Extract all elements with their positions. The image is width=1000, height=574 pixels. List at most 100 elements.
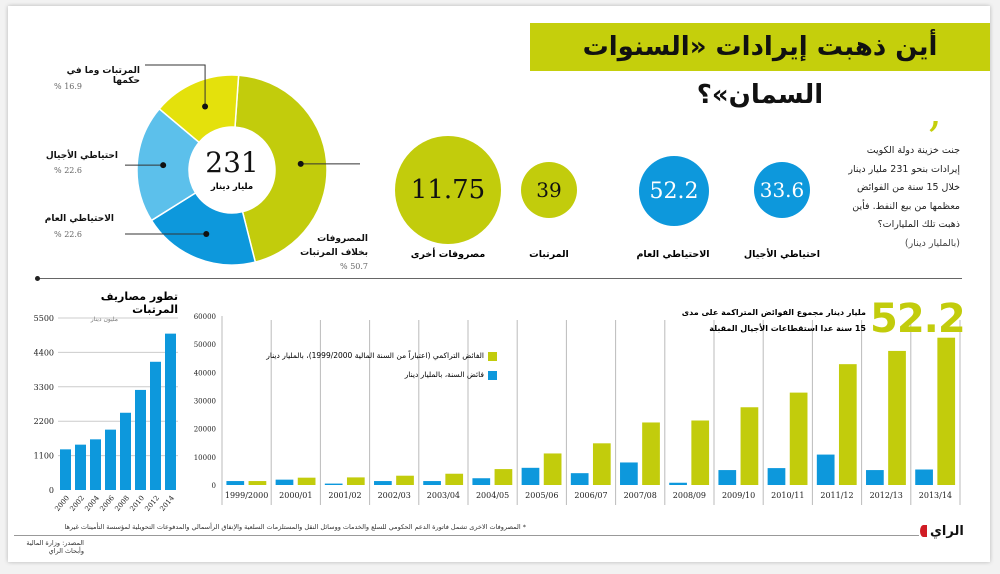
cumulative-surplus-bar — [740, 407, 759, 485]
legend-cumulative-swatch — [488, 352, 497, 361]
donut-segment — [150, 191, 257, 266]
cumulative-surplus-bar — [543, 453, 562, 485]
y-tick-label: 0 — [49, 486, 54, 495]
y-tick-label: 20000 — [194, 426, 216, 434]
footnote: * المصروفات الاخرى تشمل فاتورة الدعم الح… — [64, 523, 526, 531]
y-tick-label: 30000 — [194, 398, 216, 406]
annual-surplus-bar — [275, 479, 294, 485]
donut-segment — [136, 107, 201, 222]
donut-total: 231 — [205, 146, 259, 179]
highlight-line2: 15 سنة عدا استقطاعات الأجيال المقبلة — [709, 324, 866, 333]
donut-label-future-generations: احتياطي الأجيال — [45, 151, 118, 161]
intro-body: جنت خزينة دولة الكويت إيرادات بنحو 231 م… — [848, 145, 960, 230]
x-tick-label: 2008 — [113, 494, 131, 513]
cumulative-surplus-bar — [346, 477, 365, 485]
x-tick-label: 2000 — [53, 494, 71, 513]
footer-divider — [14, 535, 919, 536]
salary-bar — [75, 444, 86, 490]
y-tick-label: 10000 — [194, 454, 216, 462]
cumulative-surplus-bar — [248, 481, 267, 485]
y-tick-label: 2200 — [34, 417, 54, 426]
salary-bar — [165, 333, 176, 490]
salary-bar — [60, 449, 71, 490]
cumulative-surplus-bar — [838, 364, 857, 485]
y-tick-label: 0 — [212, 482, 216, 490]
bubble-label: احتياطي الأجيال — [743, 249, 821, 260]
cumulative-surplus-bar — [642, 422, 660, 485]
x-tick-label: 2003/04 — [427, 491, 460, 500]
x-tick-label: 2010 — [128, 494, 146, 513]
annual-surplus-bar — [767, 468, 786, 485]
annual-surplus-bar — [669, 482, 687, 485]
annual-surplus-bar — [324, 483, 343, 485]
bubble-other-expenses: 11.75 — [395, 136, 501, 244]
x-tick-label: 2000/01 — [279, 491, 312, 500]
y-tick-label: 40000 — [194, 369, 216, 377]
highlight-number: 52.2 — [870, 296, 966, 342]
y-tick-label: 60000 — [194, 313, 216, 321]
leader-dot — [160, 162, 167, 169]
legend-annual-swatch — [488, 371, 497, 380]
x-tick-label: 2002 — [68, 494, 86, 513]
annual-surplus-bar — [620, 462, 638, 485]
donut-total-unit: مليار دينار — [210, 182, 254, 192]
cumulative-surplus-bar — [691, 420, 710, 485]
y-axis-unit: مليون دينار — [90, 316, 118, 323]
x-tick-label: 2006 — [98, 494, 116, 513]
surplus-chart: 0 10000 20000 30000 40000 50000 60000 1999/2000… — [194, 313, 961, 505]
x-tick-label: 2007/08 — [624, 491, 657, 500]
x-tick-label: 2012/13 — [870, 491, 903, 500]
logo-text: الراي — [930, 523, 964, 539]
salary-chart: 0 1100 2200 3300 4400 5500 مليون دينار 20002002… — [34, 314, 178, 513]
cumulative-surplus-bar — [592, 443, 611, 485]
salary-bar — [120, 412, 131, 490]
donut-label-salaries: المرتبات وما في حكمها — [66, 66, 140, 86]
bubble-value: 52.2 — [649, 178, 699, 204]
donut-chart — [125, 64, 360, 266]
bubble-value: 11.75 — [410, 175, 486, 205]
intro-text: جنت خزينة دولة الكويت إيرادات بنحو 231 م… — [848, 142, 960, 253]
cumulative-surplus-bar — [494, 469, 513, 485]
donut-pct-salaries: 16.9 % — [54, 82, 82, 91]
logo-mark-icon — [920, 525, 927, 537]
annual-surplus-bar — [423, 481, 441, 485]
annual-surplus-bar — [866, 470, 884, 485]
leader-line — [145, 64, 206, 107]
bubble-value: 39 — [536, 178, 562, 202]
annual-surplus-bar — [718, 470, 737, 485]
x-tick-label: 2005/06 — [525, 491, 558, 500]
alrai-logo: الراي — [920, 520, 970, 542]
bubble-label: مصروفات أخرى — [410, 249, 486, 260]
salary-bar — [90, 439, 101, 490]
salary-bar — [150, 361, 161, 490]
cumulative-surplus-bar — [888, 350, 906, 485]
bubble-label: الاحتياطي العام — [636, 249, 710, 260]
leader-dot — [297, 160, 304, 167]
annual-surplus-bar — [472, 478, 491, 485]
leader-dot — [202, 103, 209, 110]
section-divider — [37, 278, 962, 279]
donut-label-other-expenses: المصروفات بخلاف المرتبات — [300, 234, 368, 258]
salary-bar — [135, 389, 146, 490]
y-tick-label: 50000 — [194, 341, 216, 349]
annual-surplus-bar — [226, 481, 245, 485]
source-note: المصدر: وزارة المالية وأبحاث الراي — [26, 539, 84, 555]
cumulative-surplus-bar — [789, 392, 808, 485]
y-tick-label: 5500 — [34, 314, 54, 323]
intro-unit: (بالمليار دينار) — [904, 237, 960, 249]
annual-surplus-bar — [816, 454, 835, 485]
divider-dot — [35, 276, 40, 281]
x-tick-label: 2010/11 — [771, 491, 804, 500]
donut-pct-general-reserve: 22.6 % — [54, 230, 82, 239]
x-tick-label: 1999/2000 — [225, 491, 268, 500]
x-tick-label: 2012 — [143, 494, 161, 513]
x-tick-label: 2013/14 — [919, 491, 952, 500]
x-tick-label: 2011/12 — [820, 491, 853, 500]
x-tick-label: 2004/05 — [476, 491, 509, 500]
bubble-value: 33.6 — [759, 178, 805, 202]
donut-pct-other-expenses: 50.7 % — [340, 262, 368, 271]
page-title: أين ذهبت إيرادات «السنوات السمان»؟ — [530, 23, 990, 110]
annual-surplus-bar — [570, 473, 589, 485]
bubble-future-generations: 33.6 — [754, 162, 810, 218]
x-tick-label: 2008/09 — [673, 491, 706, 500]
